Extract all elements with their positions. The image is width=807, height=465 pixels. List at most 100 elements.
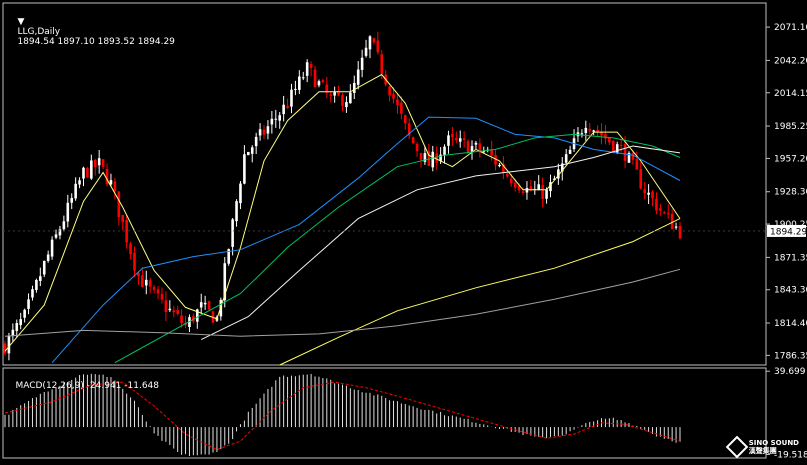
- bear-candle: [113, 181, 117, 192]
- bull-candle: [19, 319, 22, 326]
- bull-candle: [278, 115, 282, 121]
- bull-candle: [235, 201, 238, 222]
- bull-candle: [474, 142, 478, 145]
- bull-candle: [239, 183, 242, 204]
- bear-candle: [666, 213, 670, 215]
- dropdown-triangle-icon[interactable]: ▼: [17, 17, 25, 27]
- bull-candle: [482, 151, 486, 153]
- bull-candle: [584, 127, 588, 133]
- macd-panel-border: [2, 367, 767, 459]
- bear-candle: [156, 289, 160, 294]
- logo-text: SINO SOUND: [748, 439, 799, 447]
- bull-candle: [74, 183, 77, 199]
- bull-candle: [560, 163, 564, 172]
- price-axis-tick-label: 2071.10: [774, 23, 807, 33]
- bear-candle: [152, 287, 156, 290]
- price-panel-border: [2, 2, 767, 366]
- bear-candle: [678, 225, 682, 239]
- bull-candle: [35, 280, 38, 290]
- bull-candle: [70, 197, 74, 203]
- bull-candle: [144, 279, 148, 286]
- bull-candle: [498, 164, 501, 167]
- bull-candle: [317, 81, 321, 86]
- bear-candle: [407, 123, 411, 136]
- price-axis-tick-label: 1786.35: [774, 351, 807, 361]
- moving-average-line-ma_white: [200, 145, 681, 341]
- bull-candle: [431, 151, 435, 168]
- bear-candle: [313, 69, 317, 88]
- bear-candle: [604, 133, 607, 139]
- bear-candle: [435, 153, 438, 163]
- bear-candle: [600, 131, 603, 136]
- bull-candle: [78, 180, 81, 185]
- bear-candle: [321, 80, 325, 83]
- bear-candle: [121, 215, 125, 223]
- bull-candle: [42, 261, 46, 275]
- bear-candle: [455, 138, 458, 141]
- bear-candle: [341, 95, 344, 106]
- bear-candle: [172, 310, 176, 313]
- macd-label: MACD(12,26,9) -24.941 -11.648: [15, 381, 160, 391]
- bull-candle: [423, 153, 427, 162]
- bear-candle: [396, 99, 399, 105]
- bull-candle: [199, 302, 203, 308]
- bear-candle: [596, 129, 599, 133]
- bull-candle: [231, 219, 234, 247]
- bear-candle: [655, 198, 658, 211]
- bear-candle: [392, 94, 395, 99]
- macd-header: MACD(12,26,9) -24.941 -11.648: [4, 371, 159, 401]
- bear-candle: [376, 40, 380, 53]
- bull-candle: [195, 309, 199, 322]
- bull-candle: [356, 69, 360, 85]
- bull-candle: [254, 136, 258, 147]
- bear-candle: [101, 159, 105, 167]
- bull-candle: [674, 226, 678, 228]
- bull-candle: [333, 92, 336, 96]
- bull-candle: [266, 126, 270, 134]
- bear-candle: [415, 143, 419, 151]
- bear-candle: [137, 272, 140, 277]
- bear-candle: [611, 140, 615, 152]
- bull-candle: [298, 76, 301, 90]
- bull-candle: [349, 92, 352, 104]
- bull-candle: [39, 276, 42, 281]
- bear-candle: [513, 182, 517, 188]
- bull-candle: [31, 289, 34, 298]
- bear-candle: [462, 138, 466, 140]
- macd-signal-line: [4, 381, 681, 451]
- bull-candle: [305, 62, 309, 76]
- price-axis-tick-label: 1843.30: [774, 286, 807, 296]
- logo-subtitle: 漢聲集團: [748, 447, 777, 455]
- bull-candle: [7, 335, 11, 354]
- bear-candle: [403, 115, 407, 124]
- bull-candle: [15, 322, 19, 331]
- bear-candle: [494, 154, 497, 165]
- bear-candle: [164, 300, 168, 312]
- moving-average-line-ma_yellow_long: [279, 218, 681, 366]
- bear-candle: [286, 105, 289, 109]
- moving-average-line-ma_blue: [51, 116, 681, 364]
- bull-candle: [54, 234, 58, 238]
- price-axis-tick-label: 1814.40: [774, 319, 807, 329]
- bull-candle: [458, 138, 462, 142]
- bear-candle: [623, 144, 627, 161]
- bull-candle: [168, 308, 172, 311]
- bear-candle: [419, 152, 423, 160]
- bull-candle: [439, 154, 442, 162]
- bull-candle: [568, 149, 572, 154]
- bear-candle: [651, 191, 654, 198]
- current-price-box: [767, 224, 806, 237]
- bull-candle: [203, 302, 207, 305]
- price-axis-tick-label: 2014.15: [774, 89, 807, 99]
- bull-candle: [223, 263, 227, 301]
- bear-candle: [329, 94, 333, 96]
- ohlc-values: 1894.54 1897.10 1893.52 1894.29: [17, 37, 175, 47]
- diamond-logo-icon: [725, 435, 749, 459]
- bear-candle: [176, 310, 179, 314]
- moving-average-line-ma_green: [114, 133, 681, 364]
- bear-candle: [490, 149, 493, 156]
- bear-candle: [631, 153, 635, 160]
- bull-candle: [23, 309, 26, 318]
